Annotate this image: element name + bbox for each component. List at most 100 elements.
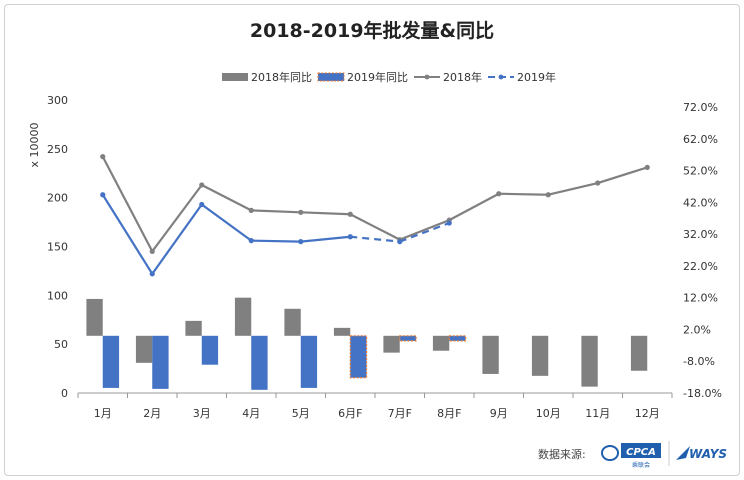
- left-tick-label: 300: [47, 94, 68, 107]
- line-segment-2019年: [399, 222, 450, 243]
- svg-text:CPCA: CPCA: [626, 447, 656, 458]
- legend-swatch: [317, 72, 345, 82]
- line-segment-2019年: [201, 203, 252, 242]
- legend-marker: [498, 74, 504, 80]
- point-2018年-2月: [149, 248, 155, 254]
- lines: [100, 154, 650, 277]
- legend-label: 2019年: [517, 70, 556, 84]
- line-segment-2019年: [151, 203, 203, 275]
- bar-2018年同比-5月: [284, 308, 301, 336]
- line-segment-2018年: [547, 181, 599, 196]
- left-tick-label: 150: [47, 241, 68, 254]
- legend-swatch: [222, 73, 248, 81]
- bar-2018年同比-12月: [630, 335, 648, 371]
- bar-2019年同比-7月F: [399, 335, 417, 342]
- line-segment-2018年: [448, 192, 500, 222]
- bar-2019年同比-6月F: [349, 335, 368, 379]
- x-tick-label: 3月: [193, 407, 211, 420]
- line-segment-2018年: [151, 184, 203, 253]
- right-tick-label: -8.0%: [683, 355, 715, 368]
- bar-2018年同比-9月: [482, 335, 499, 374]
- line-segment-2018年: [399, 219, 450, 241]
- left-tick-label: 50: [54, 338, 68, 351]
- bar-2018年同比-10月: [531, 335, 549, 376]
- ways-logo-icon: [676, 446, 690, 460]
- bar-2018年同比-11月: [581, 335, 598, 387]
- bars: [86, 297, 648, 390]
- x-tick-label: 4月: [242, 407, 260, 420]
- x-tick-label: 5月: [292, 407, 310, 420]
- line-segment-2019年: [350, 235, 400, 243]
- line-segment-2018年: [251, 209, 301, 214]
- ways-logo: WAYS: [689, 447, 727, 461]
- source-credit: 数据来源: CPCA 乘联会 WAYS: [538, 441, 727, 469]
- right-tick-label: 32.0%: [683, 228, 718, 241]
- left-tick-label: 250: [47, 143, 68, 156]
- point-2019年-6月F: [347, 234, 353, 240]
- left-tick-label: 200: [47, 192, 68, 205]
- right-tick-label: 72.0%: [683, 101, 718, 114]
- x-tick-label: 8月F: [437, 407, 461, 420]
- bar-2018年同比-3月: [185, 320, 202, 336]
- x-tick-label: 6月F: [338, 407, 362, 420]
- right-tick-label: 52.0%: [683, 165, 718, 178]
- legend-marker: [424, 74, 430, 80]
- bar-2018年同比-2月: [135, 335, 153, 363]
- x-tick-label: 9月: [490, 407, 508, 420]
- bar-2018年同比-6月F: [333, 327, 351, 336]
- bar-2019年同比-8月F: [448, 335, 467, 342]
- x-tick-label: 2月: [143, 407, 161, 420]
- point-2019年-5月: [298, 239, 304, 245]
- x-tick-label: 12月: [635, 407, 660, 420]
- left-tick-label: 0: [61, 387, 68, 400]
- point-2018年-3月: [199, 182, 205, 188]
- cpca-emblem-icon: [601, 445, 619, 461]
- point-2018年-1月: [100, 154, 106, 160]
- line-segment-2018年: [597, 166, 648, 185]
- x-tick-label: 7月F: [388, 407, 412, 420]
- point-2018年-10月: [545, 192, 551, 198]
- right-tick-label: 22.0%: [683, 260, 718, 273]
- point-2019年-3月: [199, 201, 205, 208]
- point-2019年-8月F: [446, 220, 452, 226]
- line-segment-2019年: [101, 194, 154, 275]
- bar-2019年同比-1月: [102, 335, 120, 388]
- bar-2019年同比-3月: [201, 335, 219, 365]
- point-2019年-1月: [100, 192, 106, 198]
- point-2019年-7月F: [397, 239, 403, 245]
- point-2018年-11月: [595, 180, 601, 186]
- right-tick-label: 42.0%: [683, 196, 718, 209]
- line-segment-2018年: [300, 211, 351, 216]
- point-2018年-6月F: [347, 211, 353, 217]
- right-tick-label: 2.0%: [683, 323, 711, 336]
- legend-label: 2019年同比: [347, 70, 408, 84]
- point-2018年-12月: [644, 164, 650, 170]
- line-segment-2019年: [251, 239, 301, 243]
- cpca-logo: [621, 443, 661, 458]
- chart-frame: [4, 4, 740, 476]
- source-label: 数据来源:: [538, 447, 586, 461]
- bar-2018年同比-4月: [234, 297, 252, 336]
- line-segment-2018年: [349, 213, 401, 241]
- left-tick-label: 100: [47, 289, 68, 302]
- right-tick-label: 12.0%: [683, 292, 718, 305]
- line-segment-2018年: [201, 183, 252, 212]
- point-2018年-5月: [298, 209, 304, 215]
- bar-2018年同比-8月F: [432, 335, 450, 351]
- svg-text:乘联会: 乘联会: [632, 461, 650, 469]
- chart-title: 2018-2019年批发量&同比: [250, 19, 494, 42]
- bar-2019年同比-5月: [300, 335, 318, 388]
- point-2019年-2月: [149, 271, 155, 277]
- legend-label: 2018年: [443, 70, 482, 84]
- point-2019年-4月: [248, 238, 254, 244]
- line-segment-2018年: [101, 156, 154, 252]
- axes: 1月 2月 3月 4月 5月 6月F 7月F 8月F 9月 10月 11月 12月 0 50 100 150 2…: [47, 94, 722, 420]
- bar-2018年同比-7月F: [383, 335, 400, 353]
- line-segment-2019年: [300, 235, 351, 243]
- bar-2019年同比-2月: [152, 335, 169, 389]
- bar-2018年同比-1月: [86, 298, 103, 336]
- bar-2019年同比-4月: [251, 335, 268, 390]
- point-2018年-9月: [496, 191, 502, 197]
- y-axis-label: x 10000: [28, 122, 41, 167]
- x-tick-label: 10月: [536, 407, 561, 420]
